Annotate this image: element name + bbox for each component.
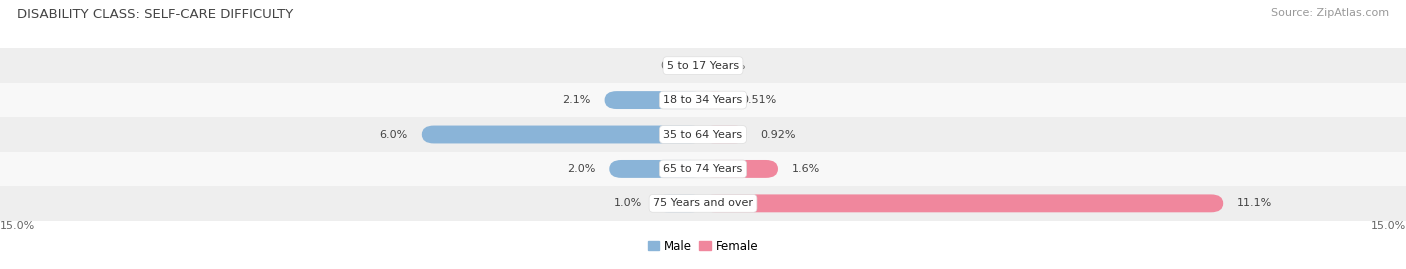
Text: 35 to 64 Years: 35 to 64 Years [664,129,742,140]
FancyBboxPatch shape [0,152,1406,186]
Text: 1.0%: 1.0% [614,198,643,208]
Text: 0.0%: 0.0% [661,61,689,71]
Text: 18 to 34 Years: 18 to 34 Years [664,95,742,105]
Text: 0.51%: 0.51% [741,95,776,105]
Text: 6.0%: 6.0% [380,129,408,140]
FancyBboxPatch shape [0,48,1406,83]
Text: 2.1%: 2.1% [562,95,591,105]
Text: 15.0%: 15.0% [1371,221,1406,231]
Legend: Male, Female: Male, Female [648,240,758,253]
Text: 1.6%: 1.6% [792,164,820,174]
FancyBboxPatch shape [703,91,727,109]
FancyBboxPatch shape [703,160,778,178]
FancyBboxPatch shape [0,83,1406,117]
Text: 11.1%: 11.1% [1237,198,1272,208]
Text: 65 to 74 Years: 65 to 74 Years [664,164,742,174]
FancyBboxPatch shape [0,117,1406,152]
FancyBboxPatch shape [657,194,703,212]
Text: 5 to 17 Years: 5 to 17 Years [666,61,740,71]
Text: 15.0%: 15.0% [0,221,35,231]
FancyBboxPatch shape [0,186,1406,221]
FancyBboxPatch shape [422,126,703,143]
FancyBboxPatch shape [703,194,1223,212]
Text: Source: ZipAtlas.com: Source: ZipAtlas.com [1271,8,1389,18]
Text: 75 Years and over: 75 Years and over [652,198,754,208]
FancyBboxPatch shape [609,160,703,178]
Text: 0.92%: 0.92% [761,129,796,140]
Text: 0.0%: 0.0% [717,61,745,71]
FancyBboxPatch shape [605,91,703,109]
Text: DISABILITY CLASS: SELF-CARE DIFFICULTY: DISABILITY CLASS: SELF-CARE DIFFICULTY [17,8,292,21]
FancyBboxPatch shape [703,126,747,143]
Text: 2.0%: 2.0% [567,164,595,174]
